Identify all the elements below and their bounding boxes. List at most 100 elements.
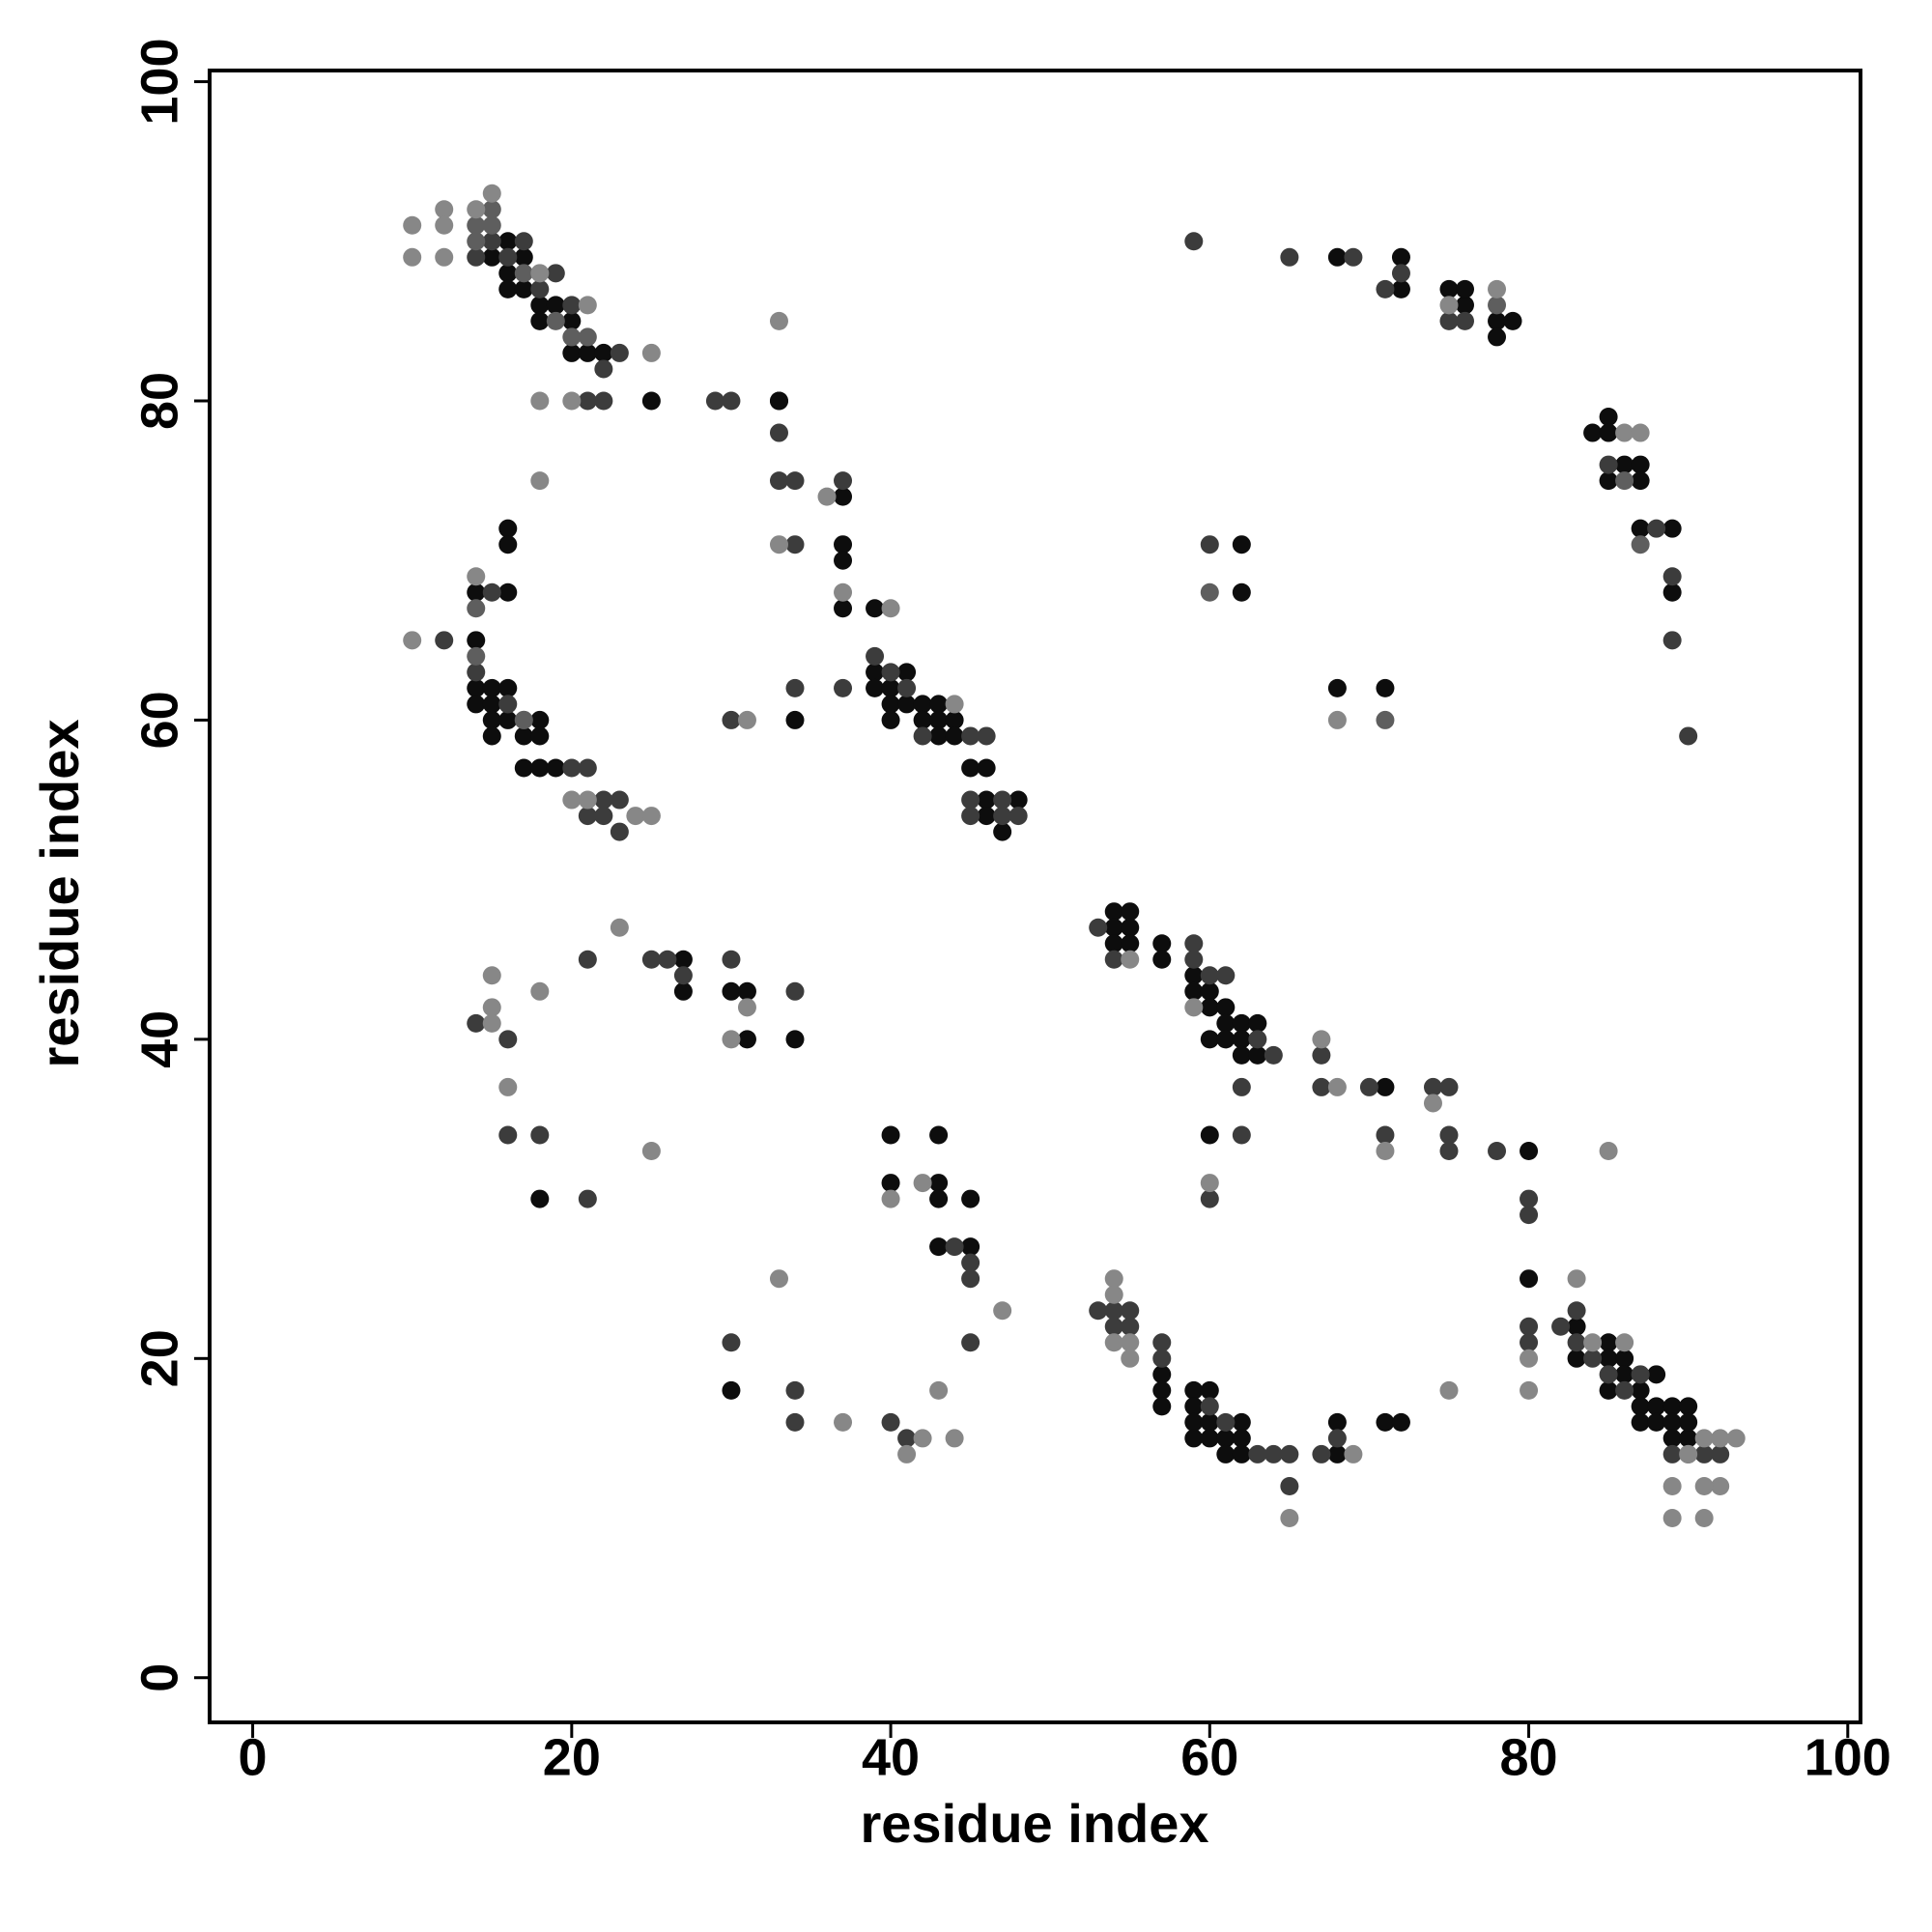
point bbox=[961, 1269, 980, 1289]
point bbox=[1232, 1013, 1251, 1033]
point bbox=[785, 710, 805, 729]
point bbox=[1327, 247, 1347, 267]
point bbox=[1376, 279, 1395, 298]
point bbox=[1551, 1317, 1571, 1336]
point bbox=[737, 998, 756, 1017]
point bbox=[1200, 1189, 1219, 1208]
point bbox=[498, 535, 518, 554]
point bbox=[467, 247, 486, 267]
point bbox=[498, 279, 518, 298]
point bbox=[530, 264, 550, 283]
point bbox=[977, 790, 996, 810]
point bbox=[945, 726, 964, 746]
point bbox=[641, 343, 661, 362]
point bbox=[641, 1142, 661, 1161]
point bbox=[641, 950, 661, 969]
point bbox=[1200, 998, 1219, 1017]
point bbox=[1694, 1509, 1714, 1528]
point bbox=[435, 247, 454, 267]
point bbox=[467, 567, 486, 586]
point bbox=[1184, 232, 1204, 251]
point bbox=[1520, 1206, 1539, 1225]
point bbox=[546, 296, 565, 315]
point bbox=[1439, 311, 1459, 330]
point bbox=[722, 391, 741, 411]
point bbox=[514, 758, 533, 778]
point bbox=[1280, 247, 1299, 267]
point bbox=[993, 807, 1012, 826]
point bbox=[1520, 1317, 1539, 1336]
point bbox=[482, 582, 501, 602]
point bbox=[1327, 710, 1347, 729]
point bbox=[498, 264, 518, 283]
point bbox=[1599, 423, 1618, 442]
point bbox=[673, 950, 693, 969]
point bbox=[578, 391, 597, 411]
point bbox=[1376, 1142, 1395, 1161]
point bbox=[1121, 1333, 1140, 1352]
point bbox=[1599, 455, 1618, 474]
point bbox=[1184, 950, 1204, 969]
point bbox=[1200, 582, 1219, 602]
point bbox=[1662, 1444, 1682, 1463]
point bbox=[1520, 1269, 1539, 1289]
point bbox=[1520, 1333, 1539, 1352]
point bbox=[913, 726, 932, 746]
point bbox=[1615, 1349, 1634, 1368]
x-tick-label: 80 bbox=[1500, 1728, 1558, 1786]
point bbox=[514, 710, 533, 729]
point bbox=[594, 807, 613, 826]
point bbox=[737, 710, 756, 729]
y-tick-label: 40 bbox=[130, 1010, 188, 1068]
point bbox=[1200, 1125, 1219, 1145]
point bbox=[1232, 1125, 1251, 1145]
point bbox=[866, 663, 885, 682]
point bbox=[1232, 1030, 1251, 1049]
point bbox=[482, 695, 501, 714]
point bbox=[1376, 678, 1395, 697]
point bbox=[578, 343, 597, 362]
point bbox=[578, 790, 597, 810]
point bbox=[929, 1237, 949, 1257]
point bbox=[1009, 790, 1028, 810]
point bbox=[467, 1013, 486, 1033]
point bbox=[1662, 582, 1682, 602]
point bbox=[1520, 1349, 1539, 1368]
point bbox=[1631, 455, 1650, 474]
x-tick-label: 60 bbox=[1180, 1728, 1238, 1786]
point bbox=[1599, 1380, 1618, 1400]
point bbox=[514, 232, 533, 251]
point bbox=[546, 311, 565, 330]
point bbox=[1391, 279, 1410, 298]
point bbox=[1615, 455, 1634, 474]
point bbox=[673, 966, 693, 985]
point bbox=[1184, 1380, 1204, 1400]
point bbox=[1152, 1333, 1172, 1352]
point bbox=[1152, 1397, 1172, 1416]
point bbox=[562, 343, 582, 362]
point bbox=[1152, 950, 1172, 969]
point bbox=[1711, 1429, 1730, 1448]
point bbox=[1152, 934, 1172, 953]
point bbox=[913, 1174, 932, 1193]
point bbox=[1327, 1429, 1347, 1448]
point bbox=[1327, 1444, 1347, 1463]
point bbox=[1312, 1444, 1331, 1463]
point bbox=[658, 950, 677, 969]
point bbox=[498, 582, 518, 602]
point bbox=[1694, 1444, 1714, 1463]
point bbox=[1200, 1412, 1219, 1432]
point bbox=[530, 296, 550, 315]
point bbox=[961, 807, 980, 826]
point bbox=[1121, 1317, 1140, 1336]
point bbox=[562, 391, 582, 411]
point bbox=[1104, 1317, 1123, 1336]
point bbox=[929, 710, 949, 729]
point bbox=[897, 678, 917, 697]
point bbox=[467, 215, 486, 235]
point bbox=[498, 1030, 518, 1049]
point bbox=[993, 1301, 1012, 1321]
point bbox=[1679, 726, 1698, 746]
point bbox=[498, 1077, 518, 1096]
point bbox=[961, 758, 980, 778]
